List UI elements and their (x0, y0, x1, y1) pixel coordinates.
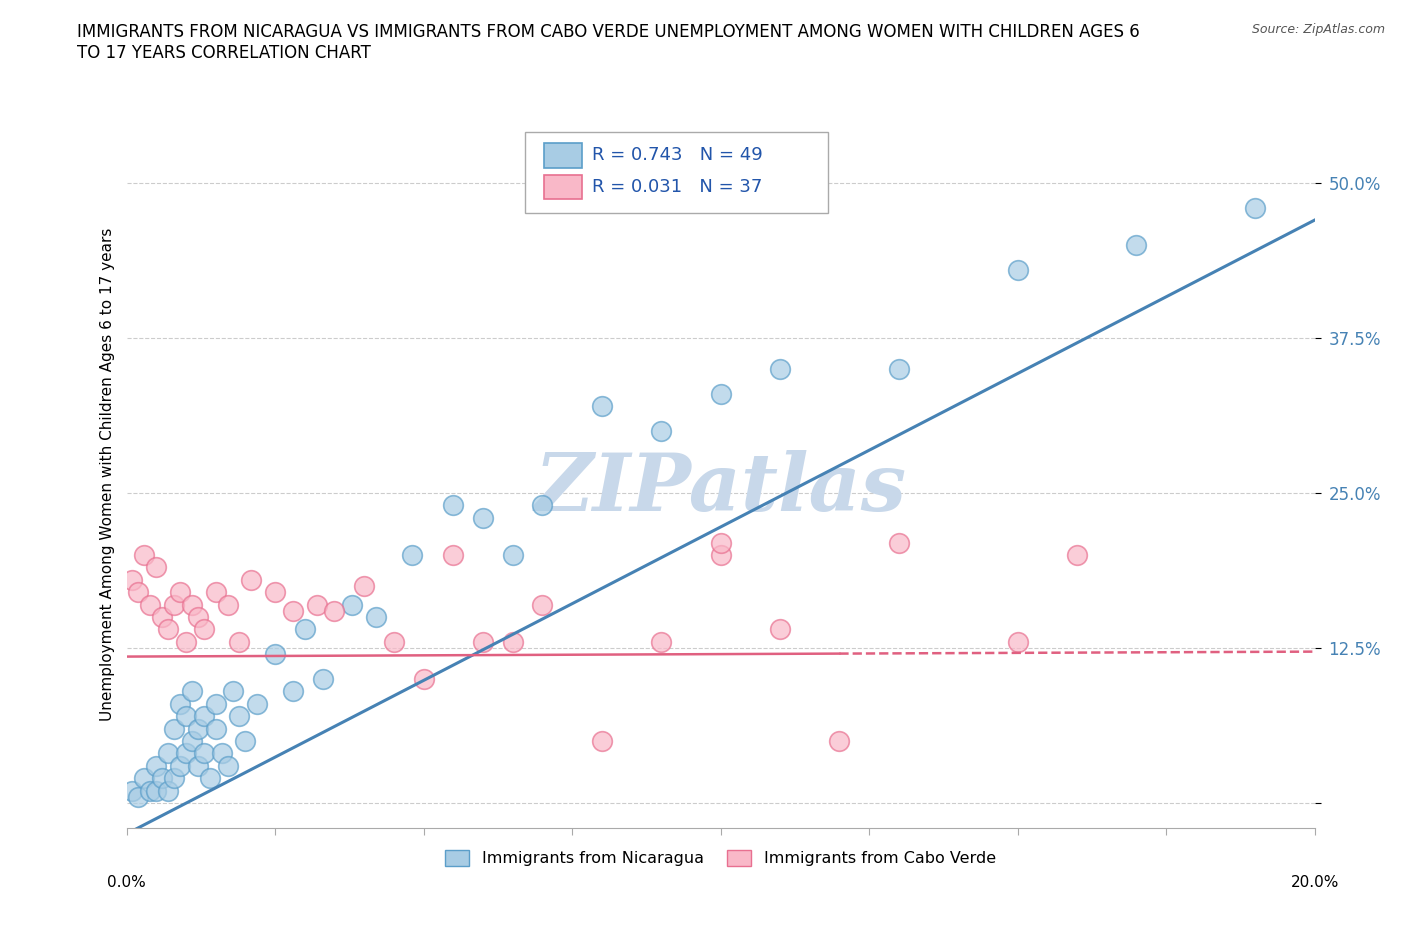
Text: 0.0%: 0.0% (107, 875, 146, 890)
Point (157, 783, 180, 798)
Point (180, 734, 202, 749)
Point (163, 721, 186, 736)
FancyBboxPatch shape (524, 131, 828, 213)
Point (412, 671, 434, 686)
Point (145, 758, 167, 773)
Point (127, 585, 149, 600)
Point (281, 684, 304, 698)
Point (204, 697, 226, 711)
Point (502, 634, 524, 649)
Point (163, 597, 186, 612)
Point (145, 560, 167, 575)
Point (401, 548, 423, 563)
Point (127, 790, 149, 804)
Point (222, 684, 245, 698)
Point (150, 609, 173, 624)
Point (591, 399, 613, 414)
Point (157, 622, 180, 637)
Point (204, 721, 226, 736)
Point (187, 758, 209, 773)
Point (180, 597, 202, 612)
Point (264, 585, 287, 600)
FancyBboxPatch shape (544, 143, 582, 167)
Point (187, 609, 209, 624)
Text: R = 0.031   N = 37: R = 0.031 N = 37 (592, 178, 762, 195)
Point (472, 634, 495, 649)
Point (710, 386, 733, 401)
Point (228, 634, 250, 649)
Point (281, 604, 304, 618)
Point (134, 771, 156, 786)
Point (193, 709, 215, 724)
Point (650, 423, 672, 438)
Point (240, 572, 263, 587)
Point (1125, 237, 1147, 252)
Point (169, 758, 191, 773)
Legend: Immigrants from Nicaragua, Immigrants from Cabo Verde: Immigrants from Nicaragua, Immigrants fr… (439, 844, 1002, 872)
Point (531, 597, 554, 612)
Point (472, 511, 495, 525)
Text: R = 0.743   N = 49: R = 0.743 N = 49 (592, 146, 763, 164)
Point (342, 597, 364, 612)
Point (193, 622, 215, 637)
Point (264, 646, 287, 661)
Point (157, 746, 180, 761)
Point (174, 709, 197, 724)
Point (441, 498, 464, 512)
Point (1066, 548, 1088, 563)
Point (163, 771, 186, 786)
Point (305, 597, 328, 612)
Point (217, 758, 239, 773)
Point (139, 597, 162, 612)
Text: IMMIGRANTS FROM NICARAGUA VS IMMIGRANTS FROM CABO VERDE UNEMPLOYMENT AMONG WOMEN: IMMIGRANTS FROM NICARAGUA VS IMMIGRANTS … (77, 23, 1140, 62)
Point (121, 783, 143, 798)
Point (169, 585, 191, 600)
Point (1007, 634, 1029, 649)
Point (323, 604, 346, 618)
Point (228, 709, 250, 724)
FancyBboxPatch shape (544, 175, 582, 199)
Point (1244, 200, 1267, 215)
Text: 20.0%: 20.0% (1291, 875, 1339, 890)
Point (139, 783, 162, 798)
Point (887, 362, 910, 377)
Point (769, 362, 792, 377)
Point (591, 734, 613, 749)
Point (1007, 262, 1029, 277)
Point (180, 684, 202, 698)
Point (233, 734, 257, 749)
Point (650, 634, 672, 649)
Point (174, 746, 197, 761)
Point (353, 578, 375, 593)
Point (193, 746, 215, 761)
Point (121, 572, 143, 587)
Point (710, 535, 733, 550)
Point (211, 746, 233, 761)
Point (198, 771, 221, 786)
Point (174, 634, 197, 649)
Point (710, 548, 733, 563)
Point (134, 548, 156, 563)
Point (887, 535, 910, 550)
Text: Source: ZipAtlas.com: Source: ZipAtlas.com (1251, 23, 1385, 36)
Y-axis label: Unemployment Among Women with Children Ages 6 to 17 years: Unemployment Among Women with Children A… (100, 228, 115, 721)
Point (502, 548, 524, 563)
Point (246, 697, 269, 711)
Point (311, 671, 333, 686)
Point (204, 585, 226, 600)
Point (187, 721, 209, 736)
Point (441, 548, 464, 563)
Point (169, 697, 191, 711)
Point (382, 634, 405, 649)
Text: ZIPatlas: ZIPatlas (534, 450, 907, 527)
Point (364, 609, 387, 624)
Point (294, 622, 316, 637)
Point (828, 734, 851, 749)
Point (150, 771, 173, 786)
Point (145, 783, 167, 798)
Point (769, 622, 792, 637)
Point (531, 498, 554, 512)
Point (217, 597, 239, 612)
